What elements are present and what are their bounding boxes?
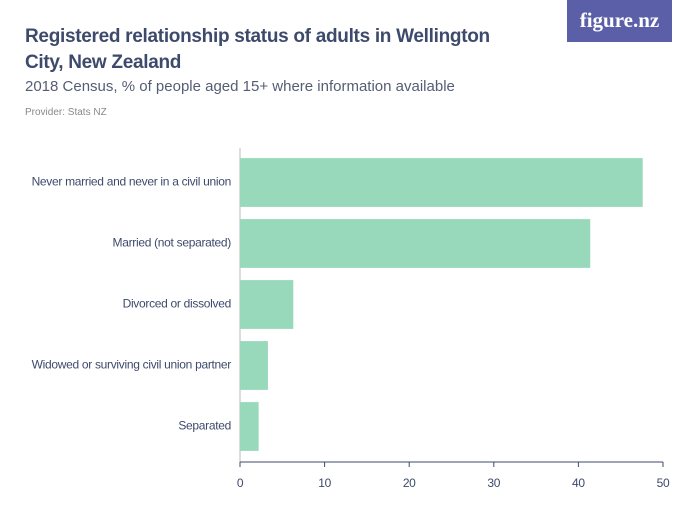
- x-tick-label: 30: [487, 476, 500, 490]
- x-tick-label: 50: [657, 476, 670, 490]
- y-tick-label: Never married and never in a civil union: [32, 175, 231, 189]
- y-tick-label: Separated: [178, 419, 231, 433]
- chart-subtitle: 2018 Census, % of people aged 15+ where …: [25, 78, 455, 95]
- y-tick-label: Divorced or dissolved: [123, 297, 231, 311]
- bar: [240, 341, 268, 390]
- x-tick-label: 0: [237, 476, 244, 490]
- x-tick-label: 40: [572, 476, 585, 490]
- bar: [240, 402, 259, 451]
- y-tick-label: Married (not separated): [113, 236, 232, 250]
- y-tick-label: Widowed or surviving civil union partner: [32, 358, 232, 372]
- x-tick-label: 20: [403, 476, 416, 490]
- x-tick-label: 10: [318, 476, 331, 490]
- bar: [240, 158, 643, 207]
- chart-title: Registered relationship status of adults…: [25, 26, 490, 73]
- logo[interactable]: figure.nz: [567, 0, 672, 42]
- provider: Provider: Stats NZ: [25, 107, 107, 118]
- bar: [240, 219, 591, 268]
- bar: [240, 280, 294, 329]
